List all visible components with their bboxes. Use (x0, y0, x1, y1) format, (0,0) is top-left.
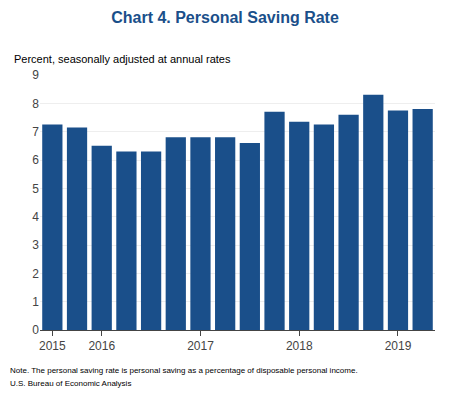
svg-text:Chart 4. Personal Saving Rate: Chart 4. Personal Saving Rate (111, 9, 339, 26)
svg-text:2016: 2016 (88, 339, 115, 353)
svg-text:6: 6 (32, 153, 39, 167)
svg-text:1: 1 (32, 295, 39, 309)
svg-text:Note. The personal saving rate: Note. The personal saving rate is person… (10, 366, 358, 375)
svg-text:2018: 2018 (286, 339, 313, 353)
svg-text:9: 9 (32, 68, 39, 82)
svg-text:2: 2 (32, 267, 39, 281)
svg-text:0: 0 (32, 323, 39, 337)
svg-text:2015: 2015 (39, 339, 66, 353)
svg-text:U.S. Bureau of Economic Analys: U.S. Bureau of Economic Analysis (10, 379, 131, 388)
svg-text:8: 8 (32, 97, 39, 111)
svg-text:7: 7 (32, 125, 39, 139)
svg-text:2019: 2019 (385, 339, 412, 353)
svg-text:4: 4 (32, 210, 39, 224)
svg-text:3: 3 (32, 238, 39, 252)
svg-text:5: 5 (32, 182, 39, 196)
svg-text:2017: 2017 (187, 339, 214, 353)
svg-text:Percent, seasonally adjusted a: Percent, seasonally adjusted at annual r… (14, 53, 231, 65)
